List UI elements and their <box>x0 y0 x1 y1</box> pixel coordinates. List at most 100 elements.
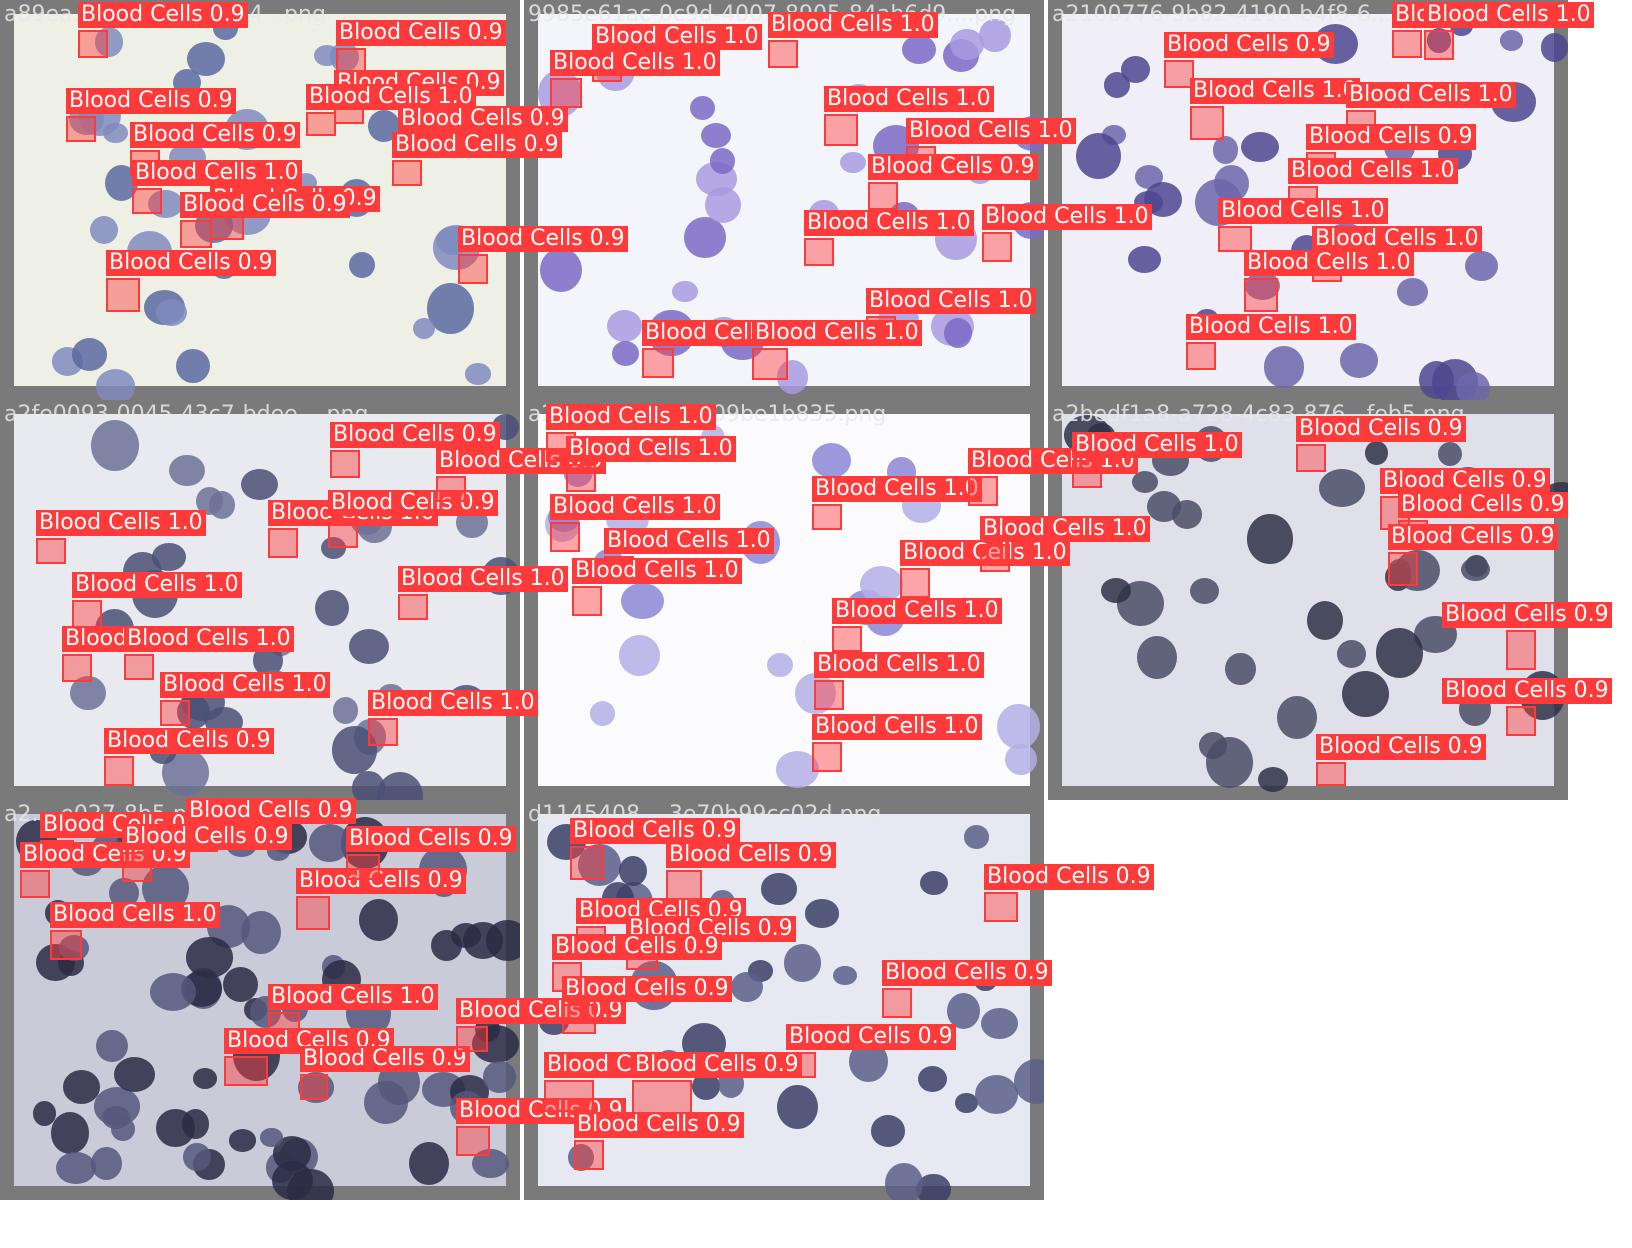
detection-label: Blood Cells 0.9 <box>330 422 500 448</box>
detection-box <box>572 586 602 616</box>
blood-cell-blob <box>272 1161 313 1200</box>
detection-label: Blood Cells 0.9 <box>1442 602 1612 628</box>
blood-cell-blob <box>777 1085 817 1129</box>
blood-cell-blob <box>241 911 281 955</box>
detection-label: Blood Cells 0.9 <box>106 250 276 276</box>
blood-cell-blob <box>705 187 741 223</box>
detection-box <box>1506 630 1536 670</box>
detection-label: Blood Cells 1.0 <box>804 210 974 236</box>
blood-cell-blob <box>1264 346 1305 387</box>
blood-cell-blob <box>96 1030 127 1062</box>
detection-label: Blood Cells 0.9 <box>328 490 498 516</box>
detection-box <box>984 892 1018 922</box>
detection-box <box>550 78 582 108</box>
detection-label: Blood Cells 0.9 <box>392 132 562 158</box>
detection-label: Blood Cells 0.9 <box>336 20 506 46</box>
blood-cell-blob <box>975 1075 1019 1115</box>
blood-cell-blob <box>871 1115 905 1146</box>
detection-box <box>550 522 580 552</box>
blood-cell-blob <box>920 871 947 895</box>
detection-box <box>368 718 398 746</box>
blood-cell-blob <box>91 420 139 471</box>
blood-cell-blob <box>1014 1059 1044 1105</box>
detection-box <box>666 870 702 900</box>
detection-box <box>268 528 298 558</box>
blood-cell-blob <box>1132 471 1158 493</box>
detection-label: Blood Cells 0.9 <box>458 226 628 252</box>
detection-box <box>544 1080 594 1112</box>
detection-label: Blood Cells 0.9 <box>882 960 1052 986</box>
detection-label: Blood Cells 1.0 <box>824 86 994 112</box>
detection-box <box>562 1004 596 1034</box>
detection-label: Blood Cells 1.0 <box>398 566 568 592</box>
blood-cell-blob <box>193 1068 217 1088</box>
blood-cell-blob <box>1258 767 1288 792</box>
blood-cell-blob <box>672 281 698 303</box>
blood-cell-blob <box>840 152 866 174</box>
detection-label: Blood Cells 1.0 <box>752 320 922 346</box>
blood-cell-blob <box>1465 251 1498 281</box>
detection-label: Blood Cells 1.0 <box>592 24 762 50</box>
detection-box <box>900 568 930 598</box>
blood-cell-blob <box>1121 56 1150 83</box>
detection-box <box>306 112 336 136</box>
detection-box <box>982 232 1012 262</box>
detection-label: Blood Cells 0.9 <box>562 976 732 1002</box>
blood-cell-blob <box>315 590 349 626</box>
detection-box <box>104 756 134 786</box>
detection-label: Blood Cells 1.0 <box>980 516 1150 542</box>
blood-cell-blob <box>1190 578 1219 604</box>
detection-label: Blood Cells 0.9 <box>868 154 1038 180</box>
detection-label: Blood Cells 1.0 <box>1312 226 1482 252</box>
detection-label: Blood Cells 1.0 <box>982 204 1152 230</box>
blood-cell-blob <box>150 973 196 1011</box>
blood-cell-blob <box>465 363 492 385</box>
blood-cell-blob <box>1342 671 1389 717</box>
blood-cell-blob <box>223 967 258 1002</box>
detection-label: Blood Cells 1.0 <box>550 50 720 76</box>
detection-label: Blood Cells 0.9 <box>398 106 568 132</box>
detection-box <box>1506 706 1536 736</box>
blood-cell-blob <box>364 1081 408 1123</box>
blood-cell-blob <box>1376 628 1424 678</box>
detection-box <box>1316 762 1346 786</box>
detection-box <box>1392 30 1422 58</box>
detection-box <box>124 654 154 680</box>
blood-cell-blob <box>885 1163 923 1200</box>
blood-cell-blob <box>182 1109 209 1139</box>
detection-box <box>296 896 330 930</box>
blood-cell-blob <box>260 1128 282 1147</box>
detection-box <box>160 700 190 726</box>
detection-label: Blood Cells 1.0 <box>604 528 774 554</box>
detection-box <box>458 254 488 284</box>
blood-cell-blob <box>463 922 503 959</box>
blood-cell-blob <box>1214 165 1249 202</box>
blood-cell-blob <box>964 825 990 849</box>
blood-cell-blob <box>1541 33 1568 61</box>
blood-cell-blob <box>950 29 984 60</box>
blood-cell-blob <box>1172 500 1203 529</box>
blood-cell-blob <box>918 1066 947 1092</box>
detection-label: Blood Cells 1.0 <box>1186 314 1356 340</box>
detection-label: Blood Cells 1.0 <box>1072 432 1242 458</box>
blood-cell-blob <box>1206 737 1254 789</box>
detection-box <box>882 988 912 1018</box>
detection-label: Blood Cells 1.0 <box>1244 250 1414 276</box>
detection-label: Blood Cells 0.9 <box>666 842 836 868</box>
detection-box <box>398 594 428 620</box>
detection-label: Blood Cells 1.0 <box>1288 158 1458 184</box>
blood-cell-blob <box>103 123 127 143</box>
blood-cell-blob <box>731 972 763 1002</box>
detection-label: Blood Cells 1.0 <box>368 690 538 716</box>
blood-cell-blob <box>309 824 351 862</box>
detection-label: Blood Cells 1.0 <box>50 902 220 928</box>
blood-cell-blob <box>902 35 936 64</box>
detection-box <box>72 600 102 628</box>
detection-box <box>868 182 898 210</box>
detection-box <box>50 930 82 960</box>
blood-cell-blob <box>833 966 856 985</box>
detection-box <box>20 870 50 898</box>
detection-label: Blood Cells 1.0 <box>1424 2 1594 28</box>
detection-box <box>300 1074 328 1100</box>
